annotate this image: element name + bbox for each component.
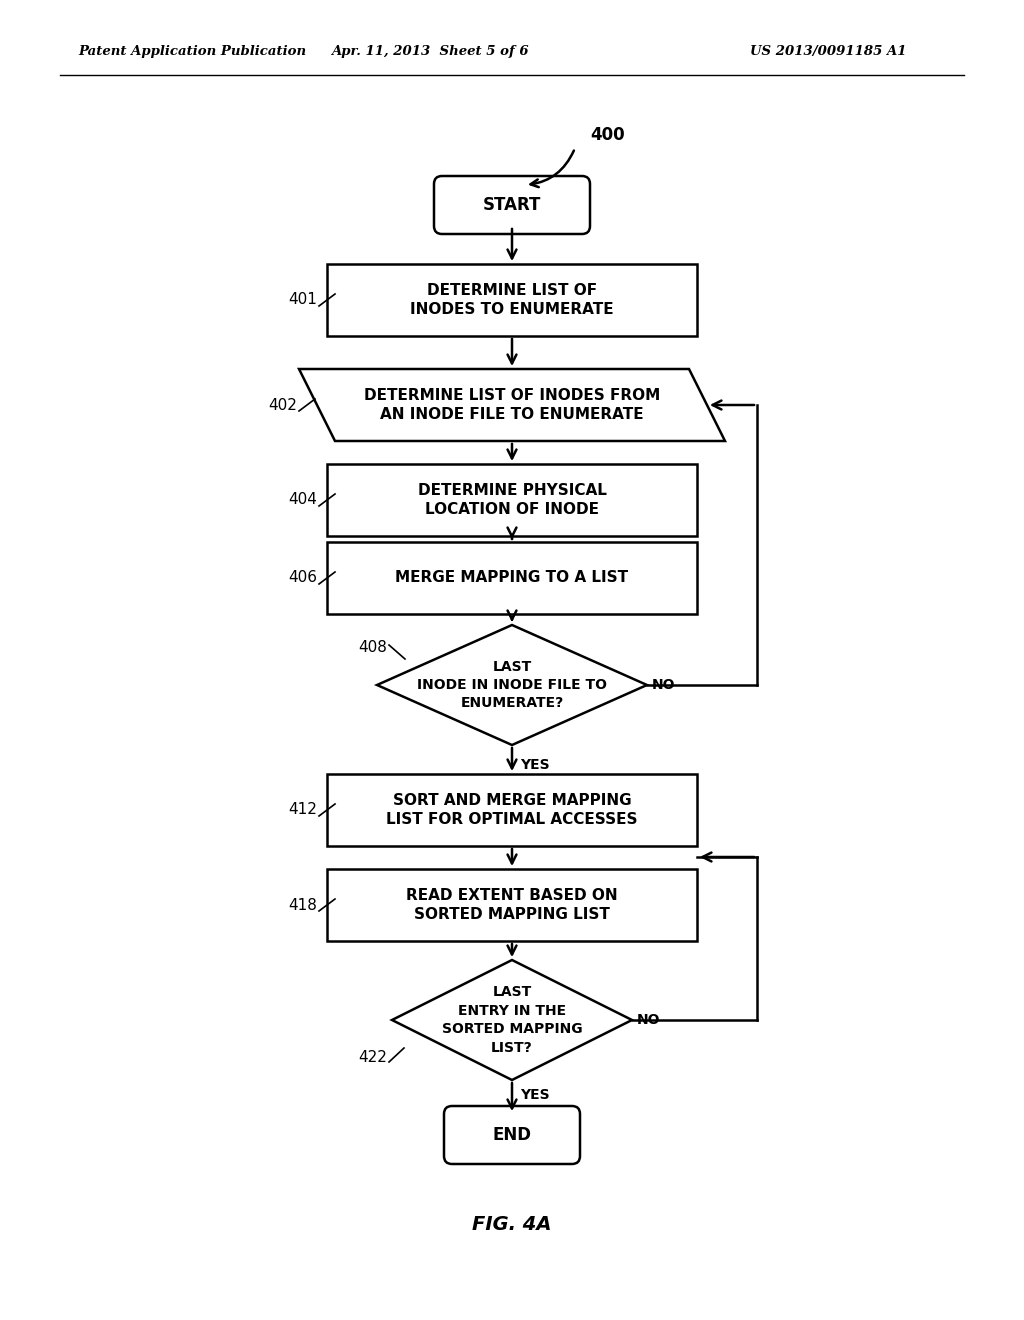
Bar bbox=[327, 264, 697, 337]
Text: END: END bbox=[493, 1126, 531, 1144]
Bar bbox=[327, 869, 697, 941]
Bar bbox=[327, 543, 697, 614]
Text: 422: 422 bbox=[358, 1049, 387, 1065]
Polygon shape bbox=[299, 370, 725, 441]
Text: YES: YES bbox=[520, 1088, 550, 1102]
Text: 402: 402 bbox=[268, 397, 297, 412]
Text: US 2013/0091185 A1: US 2013/0091185 A1 bbox=[750, 45, 906, 58]
Text: 404: 404 bbox=[288, 492, 317, 507]
Text: 418: 418 bbox=[288, 898, 317, 912]
Text: DETERMINE LIST OF INODES FROM
AN INODE FILE TO ENUMERATE: DETERMINE LIST OF INODES FROM AN INODE F… bbox=[364, 388, 660, 422]
Text: NO: NO bbox=[652, 678, 676, 692]
Text: 408: 408 bbox=[358, 640, 387, 655]
Text: LAST
ENTRY IN THE
SORTED MAPPING
LIST?: LAST ENTRY IN THE SORTED MAPPING LIST? bbox=[441, 986, 583, 1055]
Text: LAST
INODE IN INODE FILE TO
ENUMERATE?: LAST INODE IN INODE FILE TO ENUMERATE? bbox=[417, 660, 607, 710]
Text: 400: 400 bbox=[590, 125, 625, 144]
Text: 406: 406 bbox=[288, 570, 317, 586]
Text: MERGE MAPPING TO A LIST: MERGE MAPPING TO A LIST bbox=[395, 570, 629, 586]
Text: Apr. 11, 2013  Sheet 5 of 6: Apr. 11, 2013 Sheet 5 of 6 bbox=[331, 45, 528, 58]
FancyBboxPatch shape bbox=[444, 1106, 580, 1164]
Text: DETERMINE PHYSICAL
LOCATION OF INODE: DETERMINE PHYSICAL LOCATION OF INODE bbox=[418, 483, 606, 517]
Text: 412: 412 bbox=[288, 803, 317, 817]
Text: START: START bbox=[482, 195, 542, 214]
Text: NO: NO bbox=[637, 1012, 660, 1027]
Polygon shape bbox=[377, 624, 647, 744]
Text: SORT AND MERGE MAPPING
LIST FOR OPTIMAL ACCESSES: SORT AND MERGE MAPPING LIST FOR OPTIMAL … bbox=[386, 792, 638, 828]
FancyBboxPatch shape bbox=[434, 176, 590, 234]
Bar bbox=[327, 465, 697, 536]
Text: READ EXTENT BASED ON
SORTED MAPPING LIST: READ EXTENT BASED ON SORTED MAPPING LIST bbox=[407, 887, 617, 923]
Bar bbox=[327, 774, 697, 846]
Text: DETERMINE LIST OF
INODES TO ENUMERATE: DETERMINE LIST OF INODES TO ENUMERATE bbox=[411, 282, 613, 317]
Text: YES: YES bbox=[520, 758, 550, 772]
Text: Patent Application Publication: Patent Application Publication bbox=[78, 45, 306, 58]
Text: FIG. 4A: FIG. 4A bbox=[472, 1216, 552, 1234]
Polygon shape bbox=[392, 960, 632, 1080]
Text: 401: 401 bbox=[288, 293, 317, 308]
